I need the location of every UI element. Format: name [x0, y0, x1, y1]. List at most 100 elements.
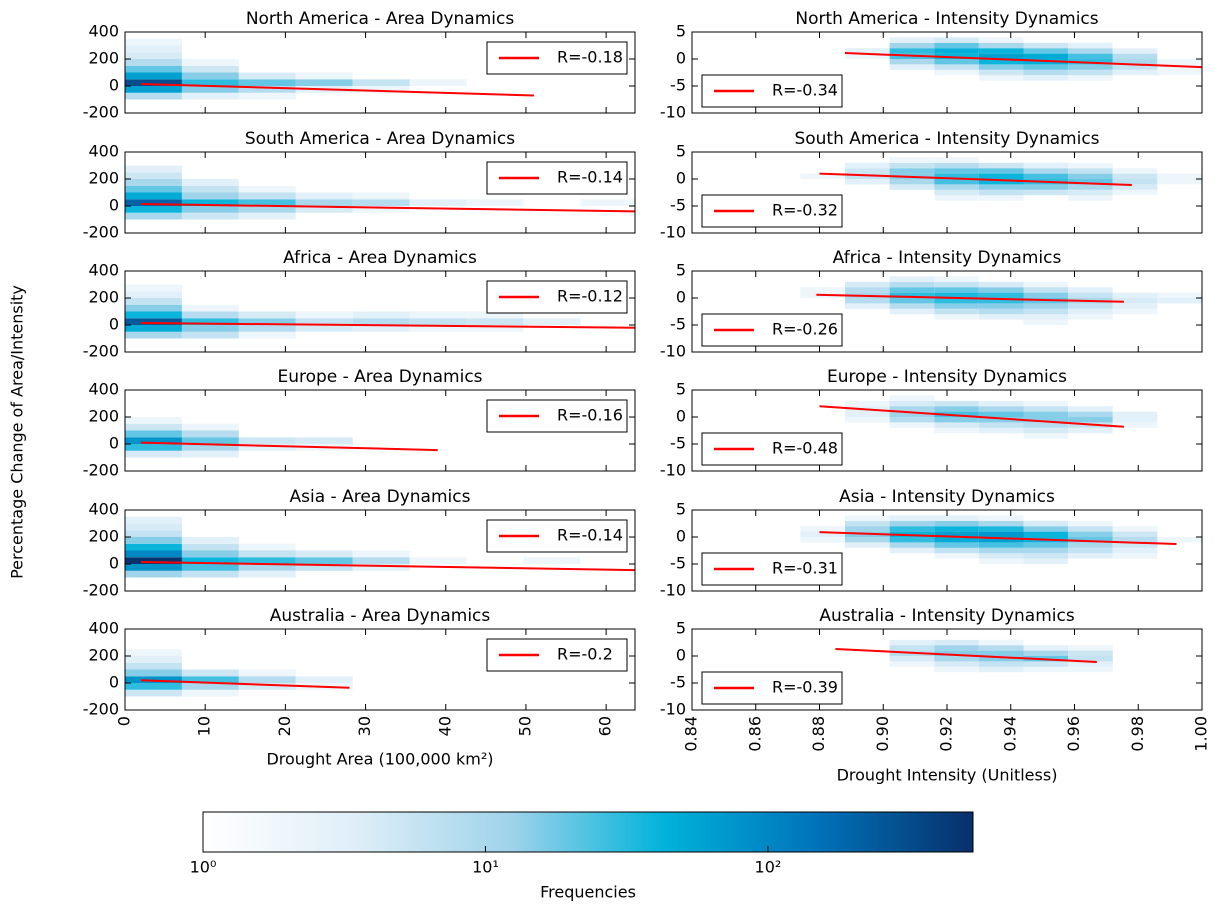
- heatmap-cell: [800, 531, 845, 537]
- heatmap-cell: [181, 570, 239, 578]
- y-tick-label: 0: [109, 315, 119, 334]
- heatmap-cell: [1112, 173, 1158, 179]
- heatmap-cell: [295, 192, 353, 200]
- legend-box: [486, 280, 628, 314]
- y-tick-label: 0: [676, 169, 686, 188]
- heatmap-cell: [934, 558, 979, 564]
- heatmap-cell: [125, 52, 182, 59]
- heatmap-cell: [181, 79, 239, 86]
- heatmap-cell: [125, 550, 182, 558]
- heatmap-cell: [125, 325, 182, 332]
- heatmap-cell: [238, 437, 296, 444]
- heatmap-cell: [466, 325, 524, 332]
- heatmap-cell: [1023, 48, 1069, 54]
- heatmap-cell: [181, 689, 239, 697]
- axes-frame: [124, 31, 636, 114]
- heatmap-cell: [978, 195, 1024, 201]
- heatmap-cell: [1068, 75, 1113, 81]
- heatmap-cell: [889, 314, 935, 320]
- panel: -200 0 200 400 South America - Area Dynamics…: [83, 129, 636, 242]
- heatmap-cell: [466, 79, 524, 86]
- heatmap-cell: [1157, 292, 1202, 298]
- heatmap-cell: [1023, 75, 1069, 81]
- legend-label: R=-0.12: [557, 287, 623, 306]
- heatmap-cell: [238, 212, 296, 220]
- heatmap-cell: [934, 162, 979, 169]
- heatmap-cell: [181, 450, 239, 458]
- y-tick-label: -5: [670, 434, 686, 453]
- heatmap-cell: [409, 199, 467, 206]
- heatmap-cell: [934, 656, 979, 662]
- heatmap-cell: [238, 179, 296, 186]
- heatmap-cell: [889, 162, 935, 169]
- heatmap-cell: [845, 48, 890, 54]
- heatmap-cell: [125, 298, 182, 305]
- heatmap-cell: [978, 308, 1024, 315]
- heatmap-cell: [125, 523, 182, 531]
- heatmap-cell: [1112, 547, 1158, 554]
- heatmap-cell: [1023, 184, 1069, 190]
- heatmap-cell: [1112, 537, 1158, 543]
- heatmap-cell: [978, 189, 1024, 196]
- heatmap-cell: [889, 406, 935, 412]
- legend-label: R=-0.14: [557, 526, 623, 545]
- regression-line: [141, 202, 635, 213]
- regression-line: [816, 293, 1124, 303]
- heatmap-cell: [352, 79, 410, 86]
- heatmap-cell: [1068, 195, 1113, 201]
- heatmap-cell: [295, 430, 353, 438]
- heatmap-cell: [1068, 53, 1113, 59]
- heatmap-cell: [845, 542, 890, 548]
- heatmap-cell: [125, 38, 182, 46]
- heatmap-cell: [978, 59, 1024, 65]
- heatmap-cell: [238, 543, 296, 551]
- y-tick-label: -10: [660, 103, 686, 122]
- regression-line: [141, 441, 438, 452]
- legend: R=-0.18: [486, 41, 628, 75]
- heatmap-cell: [1023, 417, 1069, 423]
- heatmap-cell: [1112, 189, 1158, 196]
- heatmap-cell: [1112, 48, 1158, 54]
- heatmap-cell: [181, 331, 239, 339]
- axes-frame: [124, 628, 636, 711]
- heatmap-cell: [238, 564, 296, 571]
- regression-line: [819, 172, 1132, 186]
- heatmap-cell: [295, 311, 353, 319]
- y-tick-label: 5: [676, 142, 686, 161]
- y-tick-label: -10: [660, 223, 686, 242]
- heatmap-cell: [125, 689, 182, 697]
- heatmap-cell: [1157, 75, 1202, 81]
- heatmap-cell: [238, 444, 296, 451]
- legend: R=-0.26: [701, 313, 843, 347]
- heatmap-cell: [1112, 314, 1158, 320]
- heatmap-cell: [978, 48, 1024, 54]
- heatmap-cell: [1023, 319, 1069, 325]
- heatmap-cell: [125, 212, 182, 220]
- lines: [141, 321, 635, 329]
- axes-frame: [124, 509, 636, 592]
- panel: -200 0 200 400 Europe - Area Dynamics R=-0.16: [83, 367, 636, 480]
- heatmap-cell: [125, 318, 182, 325]
- heatmap-cell: [845, 411, 890, 417]
- legend: R=-0.31: [701, 552, 843, 586]
- panel: -10 -5 0 5 Africa - Intensity Dynamics R=-0.2…: [660, 248, 1203, 361]
- heatmap-cell: [523, 311, 581, 319]
- panel-title: Europe - Area Dynamics: [277, 367, 482, 387]
- legend-label: R=-0.39: [772, 678, 838, 697]
- heatmap-cell: [1023, 411, 1069, 417]
- heatmap-cell: [934, 634, 979, 640]
- axes-frame: [124, 389, 636, 472]
- y-tick-label: -5: [670, 76, 686, 95]
- y-tick-label: 5: [676, 619, 686, 638]
- heatmap-cell: [934, 69, 979, 76]
- heatmap-cell: [845, 537, 890, 543]
- heatmap-cell: [181, 304, 239, 312]
- heatmap-cell: [125, 45, 182, 53]
- heatmap-cell: [1157, 179, 1202, 185]
- colorbar-tick-label: 10¹: [472, 858, 499, 877]
- heatmap-cell: [1112, 303, 1158, 309]
- panel: -10 -5 0 5 Asia - Intensity Dynamics R=-0.31: [660, 487, 1203, 600]
- heatmap-cell: [238, 570, 296, 578]
- heatmap-cell: [800, 281, 845, 288]
- heatmap-cell: [978, 639, 1024, 646]
